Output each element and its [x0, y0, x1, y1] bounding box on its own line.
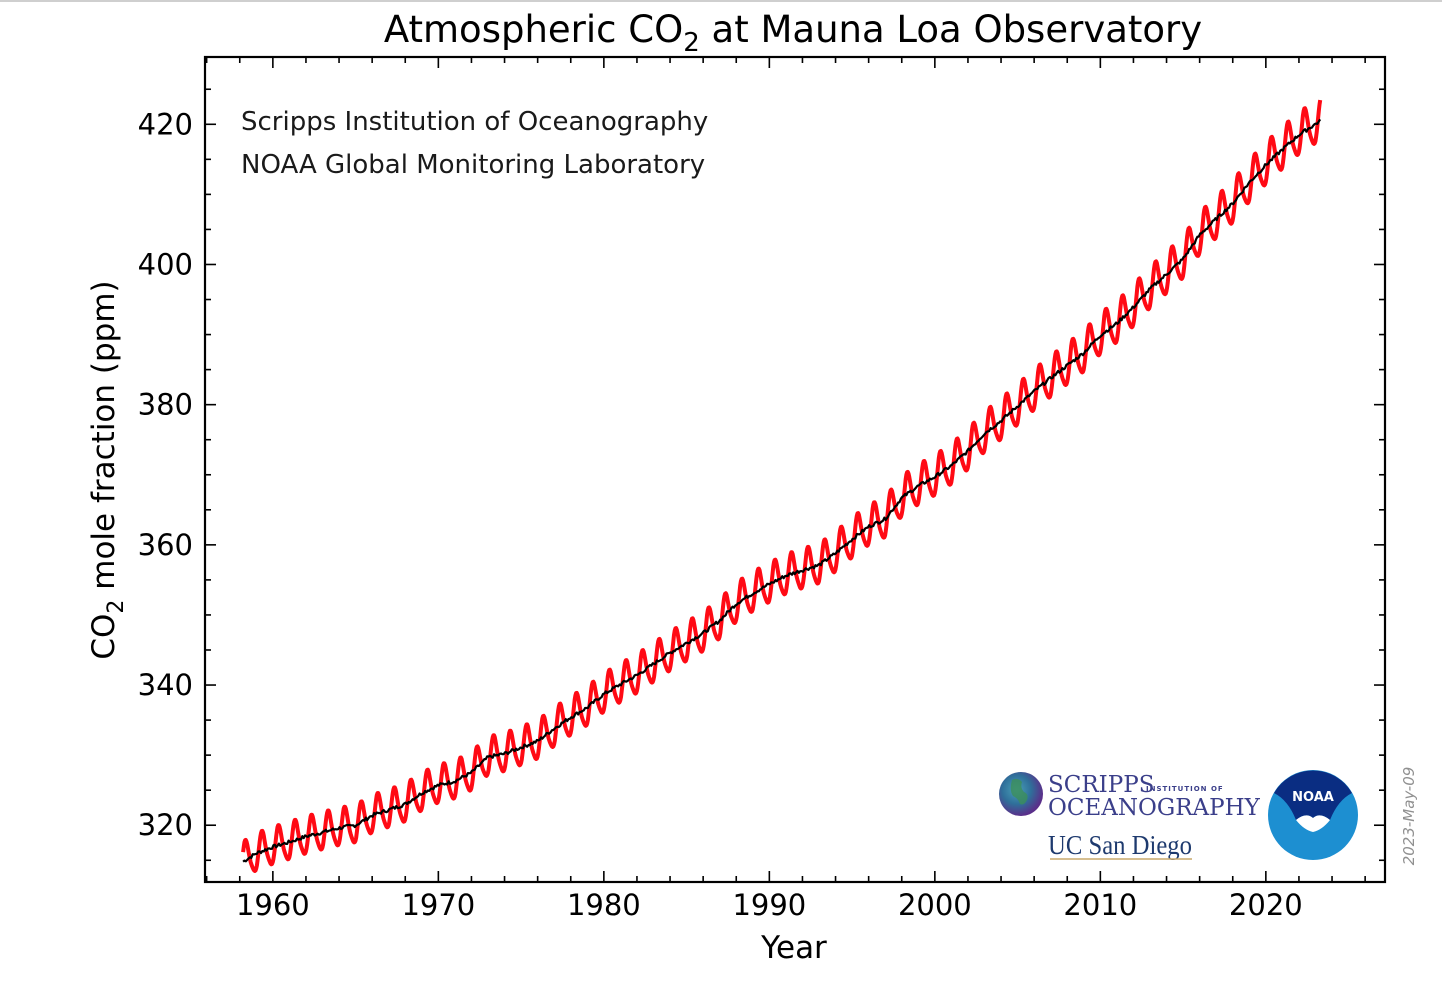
- y-tick-label: 400: [138, 247, 193, 281]
- annotation-noaa: NOAA Global Monitoring Laboratory: [241, 150, 705, 180]
- x-tick-labels: 1960 1970 1980 1990 2000 2010 2020: [236, 888, 1303, 922]
- trend-line: [242, 118, 1322, 863]
- x-tick-label: 2010: [1063, 888, 1137, 922]
- x-tick-label: 1960: [236, 888, 310, 922]
- plot-frame: [203, 55, 1387, 884]
- scripps-logo: SCRIPPS INSTITUTION OF OCEANOGRAPHY: [999, 772, 1261, 821]
- scripps-logo-line1: SCRIPPS: [1048, 772, 1154, 798]
- window-top-border: [0, 0, 1442, 2]
- noaa-sky-icon: [1274, 770, 1352, 820]
- y-tick-labels: 320 340 360 380 400 420: [138, 107, 193, 842]
- y-tick-label: 360: [138, 528, 193, 562]
- globe-continent-icon: [1010, 778, 1028, 805]
- y-tick-label: 320: [138, 808, 193, 842]
- noaa-bird-icon: [1296, 815, 1330, 832]
- x-tick-label: 1980: [567, 888, 641, 922]
- date-stamp: 2023-May-09: [1400, 767, 1418, 866]
- x-tick-label: 1970: [401, 888, 475, 922]
- monthly-mean-line: [241, 99, 1323, 873]
- x-axis-label: Year: [760, 930, 827, 966]
- scripps-logo-small: INSTITUTION OF: [1146, 785, 1224, 793]
- axis-ticks: [205, 57, 1385, 882]
- y-tick-label: 340: [138, 668, 193, 702]
- y-tick-label: 380: [138, 388, 193, 422]
- chart-title: Atmospheric CO2 at Mauna Loa Observatory: [384, 8, 1202, 58]
- x-tick-label: 1990: [732, 888, 806, 922]
- series-layer: [241, 99, 1323, 873]
- x-tick-label: 2000: [898, 888, 972, 922]
- y-tick-label: 420: [138, 107, 193, 141]
- noaa-logo: NOAA: [1268, 770, 1358, 860]
- annotation-scripps: Scripps Institution of Oceanography: [241, 107, 708, 137]
- ucsd-logo: UC San Diego: [1048, 830, 1192, 860]
- scripps-logo-line2: OCEANOGRAPHY: [1048, 795, 1261, 821]
- x-tick-label: 2020: [1229, 888, 1303, 922]
- y-axis-label: CO2 mole fraction (ppm): [86, 280, 129, 659]
- ucsd-logo-text: UC San Diego: [1048, 830, 1192, 860]
- noaa-logo-text: NOAA: [1292, 790, 1334, 805]
